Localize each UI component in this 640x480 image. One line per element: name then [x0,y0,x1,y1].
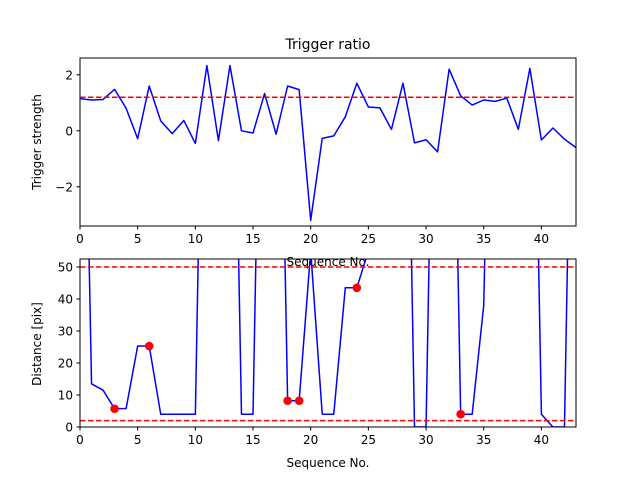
plot-area: 0 5 10 15 20 25 30 35 40 −2 0 2 [55,57,577,246]
series-line [80,64,576,222]
highlight-point [144,341,154,351]
axes-frame [79,57,577,227]
x-tick-label: 30 [418,232,433,246]
x-tick-label: 20 [303,232,318,246]
y-tick-label: 10 [58,389,73,403]
plot-area: 0 5 10 15 20 25 30 35 40 0 10 20 30 40 50 [58,258,577,447]
y-tick-label: 20 [58,357,73,371]
y-axis-label: Distance [pix] [30,302,44,386]
x-tick-label: 35 [476,232,491,246]
x-tick-label: 20 [303,433,318,447]
x-tick-label: 10 [188,433,203,447]
x-tick-label: 5 [134,232,142,246]
x-tick-label: 25 [361,232,376,246]
x-tick-label: 5 [134,433,142,447]
chart-title: Trigger ratio [284,37,370,53]
y-tick-label: 50 [58,261,73,275]
x-tick-label: 40 [534,232,549,246]
axes-frame [79,258,577,428]
x-tick-label: 35 [476,433,491,447]
x-tick-label: 0 [76,232,84,246]
plot-clip [80,64,576,222]
x-tick-label: 15 [245,232,260,246]
y-tick-label: 0 [65,421,73,435]
x-tick-label: 30 [418,433,433,447]
y-tick-label: 2 [65,68,73,82]
x-axis-label: Sequence No. [287,456,370,470]
highlight-point [110,404,119,414]
highlight-point [352,283,362,293]
highlight-point [283,396,292,406]
x-tick-label: 15 [245,433,260,447]
y-tick-label: 40 [58,293,73,307]
y-tick-label: 30 [58,325,73,339]
plot-clip [80,259,576,427]
x-tick-label: 0 [76,433,84,447]
y-tick-label: −2 [55,180,73,194]
series-line [88,259,569,427]
x-tick-label: 25 [361,433,376,447]
distance-chart: Sequence No. Distance [pix] 0 5 10 15 20 25 30… [30,258,577,470]
highlight-point [294,396,304,406]
y-axis-label: Trigger strength [30,94,44,191]
y-tick-label: 0 [65,124,73,138]
x-tick-label: 40 [534,433,549,447]
highlight-point [456,409,465,419]
x-tick-label: 10 [188,232,203,246]
